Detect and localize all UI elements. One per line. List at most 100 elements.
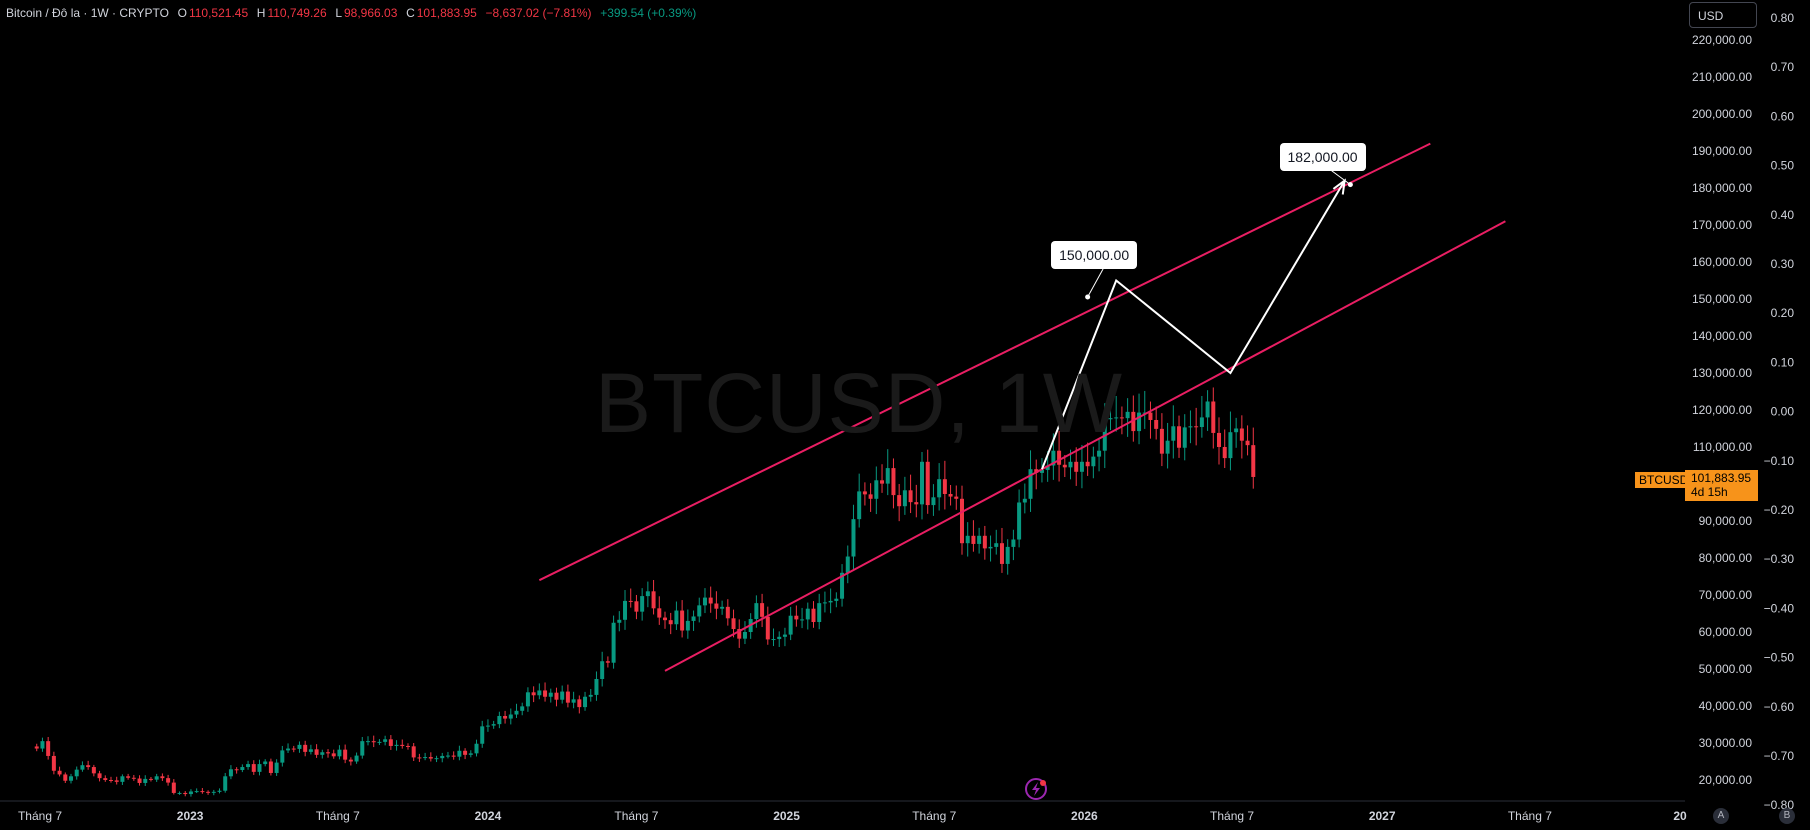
candle: [668, 612, 673, 635]
candle: [577, 695, 582, 714]
candle: [400, 739, 405, 749]
candle: [217, 788, 222, 794]
candle: [120, 774, 125, 785]
candle: [234, 767, 239, 774]
candle: [1011, 529, 1016, 561]
candle: [1022, 483, 1027, 514]
candle: [171, 779, 176, 795]
candle: [286, 743, 291, 753]
candle: [1239, 415, 1244, 459]
candle: [537, 683, 542, 700]
channel-lower-line[interactable]: [664, 220, 1506, 672]
candle: [685, 609, 690, 639]
candle: [348, 757, 353, 766]
candle: [948, 484, 953, 506]
lightning-icon[interactable]: [1025, 778, 1047, 800]
candle: [588, 689, 593, 702]
candle: [34, 743, 39, 752]
time-tick-label: 2026: [1071, 809, 1098, 823]
candle: [782, 627, 787, 647]
candle: [314, 744, 319, 758]
candle: [760, 593, 765, 628]
candle: [354, 752, 359, 764]
candle: [108, 776, 113, 783]
candle: [337, 745, 342, 760]
symbol-price-label: BTCUSD: [1635, 472, 1693, 488]
candle: [988, 535, 993, 562]
candle: [440, 752, 445, 763]
projection-path[interactable]: [1041, 180, 1346, 470]
candle: [531, 686, 536, 703]
secondary-axis: 0.80 0.70 0.60 0.50 0.40 0.30 0.20 0.10 0.00 −0.1…: [1764, 11, 1795, 812]
candle: [999, 527, 1004, 573]
candle: [474, 739, 479, 757]
symbol-title[interactable]: Bitcoin / Đô la · 1W · CRYPTO: [6, 6, 169, 20]
price-tick-label: 70,000.00: [1699, 588, 1753, 602]
candle: [63, 772, 68, 784]
candle: [508, 708, 513, 725]
candle: [1177, 415, 1182, 458]
secondary-tick-label: −0.50: [1764, 651, 1795, 665]
candle: [177, 791, 182, 795]
currency-button[interactable]: USD: [1689, 2, 1757, 28]
candle: [371, 735, 376, 748]
secondary-tick-label: −0.30: [1764, 552, 1795, 566]
secondary-tick-label: 0.70: [1771, 60, 1795, 74]
low-value: 98,966.03: [344, 6, 398, 20]
time-tick-label: 2023: [177, 809, 204, 823]
candle: [1142, 390, 1147, 429]
candle: [1125, 398, 1130, 437]
candle: [965, 522, 970, 557]
price-tick-label: 200,000.00: [1692, 107, 1752, 121]
candle: [771, 628, 776, 647]
b-button[interactable]: B: [1779, 808, 1795, 824]
candle: [1251, 427, 1256, 489]
candle: [811, 601, 816, 628]
candle: [411, 742, 416, 762]
secondary-tick-label: 0.60: [1771, 109, 1795, 123]
price-tick-label: 190,000.00: [1692, 144, 1752, 158]
callout-anchor: [1085, 294, 1091, 300]
candle: [851, 504, 856, 570]
candle: [457, 745, 462, 761]
candle: [674, 601, 679, 630]
candle: [720, 600, 725, 615]
time-tick-label: 2027: [1369, 809, 1396, 823]
candle: [417, 753, 422, 762]
price-tick-label: 140,000.00: [1692, 329, 1752, 343]
target-callout-150k[interactable]: 150,000.00: [1051, 241, 1138, 269]
secondary-tick-label: 0.00: [1771, 405, 1795, 419]
candle: [1217, 417, 1222, 465]
candle: [600, 651, 605, 687]
secondary-tick-label: 0.50: [1771, 159, 1795, 173]
candle: [69, 773, 74, 784]
secondary-tick-label: 0.30: [1771, 257, 1795, 271]
time-axis[interactable]: Tháng 7 2023 Tháng 7 2024 Tháng 7 2025 Tháng 7…: [0, 778, 1687, 823]
channel-layer[interactable]: [538, 142, 1506, 672]
price-tick-label: 130,000.00: [1692, 366, 1752, 380]
projection-layer[interactable]: [1041, 170, 1353, 470]
candle: [268, 758, 273, 776]
candle: [148, 777, 153, 782]
secondary-tick-label: 0.40: [1771, 208, 1795, 222]
candle: [423, 752, 428, 761]
auto-scale-button[interactable]: A: [1713, 808, 1729, 824]
candle: [794, 605, 799, 627]
target-callout-182k[interactable]: 182,000.00: [1279, 142, 1366, 171]
bar-countdown: 4d 15h: [1691, 485, 1728, 499]
candle: [480, 720, 485, 748]
price-axis[interactable]: 220,000.00 210,000.00 200,000.00 190,000.00…: [1685, 0, 1755, 830]
candle: [183, 791, 188, 797]
candle: [280, 745, 285, 767]
callout-leader: [1331, 170, 1351, 186]
candle: [405, 743, 410, 750]
candle: [194, 788, 199, 794]
candle: [200, 788, 205, 794]
candle: [291, 745, 296, 753]
time-tick-label: 2024: [475, 809, 502, 823]
candle: [131, 774, 136, 781]
channel-upper-line[interactable]: [538, 142, 1431, 582]
high-value: 110,749.26: [267, 6, 327, 20]
candle: [942, 460, 947, 510]
